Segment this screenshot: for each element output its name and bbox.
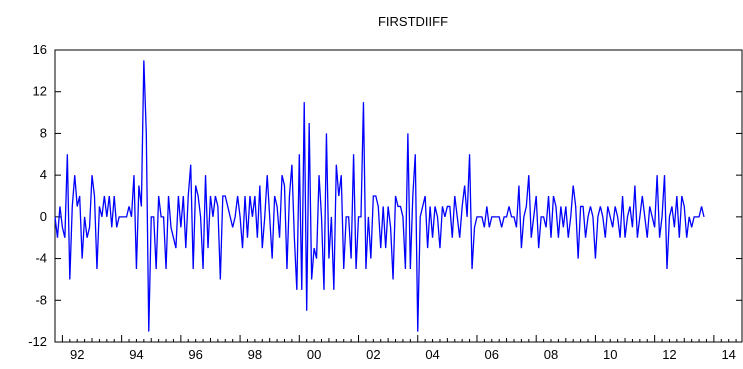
x-tick-label: 98 xyxy=(248,347,262,362)
y-tick-label: 0 xyxy=(40,209,47,224)
x-tick-label: 10 xyxy=(603,347,617,362)
y-tick-label: 12 xyxy=(33,84,47,99)
series-line xyxy=(54,60,705,332)
x-tick-label: 94 xyxy=(129,347,143,362)
y-tick-label: 8 xyxy=(40,125,47,140)
y-tick-label: 16 xyxy=(33,42,47,57)
y-axis: -12 -8 -4 0 4 8 12 16 xyxy=(28,42,742,349)
x-axis: 92 94 96 98 00 02 04 06 08 10 12 14 xyxy=(54,335,737,362)
x-tick-label: 96 xyxy=(188,347,202,362)
series-layer xyxy=(54,60,705,332)
chart-title: FIRSTDIIFF xyxy=(378,14,448,29)
x-tick-label: 00 xyxy=(307,347,321,362)
x-tick-label: 14 xyxy=(721,347,735,362)
y-tick-label: 4 xyxy=(40,167,47,182)
x-tick-label: 02 xyxy=(366,347,380,362)
y-tick-label: -4 xyxy=(35,251,47,266)
x-tick-label: 08 xyxy=(544,347,558,362)
y-tick-label: -8 xyxy=(35,292,47,307)
x-tick-label: 12 xyxy=(662,347,676,362)
x-tick-label: 04 xyxy=(425,347,439,362)
x-tick-label: 06 xyxy=(485,347,499,362)
plot-frame xyxy=(54,49,743,343)
x-tick-label: 92 xyxy=(70,347,84,362)
y-tick-label: -12 xyxy=(28,334,47,349)
